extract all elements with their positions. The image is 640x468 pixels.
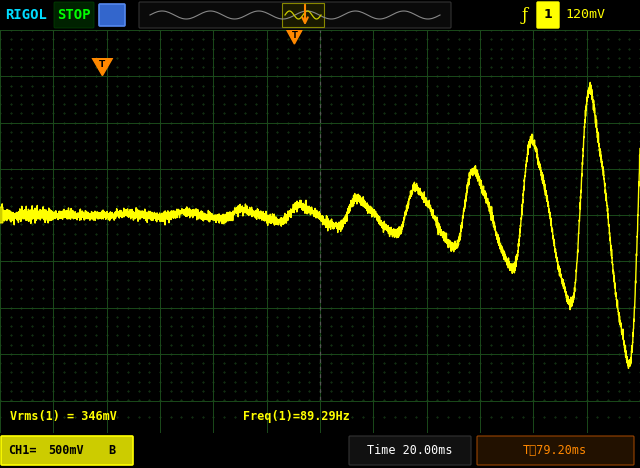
Polygon shape: [287, 30, 302, 44]
FancyBboxPatch shape: [1, 436, 133, 465]
FancyBboxPatch shape: [537, 2, 559, 28]
FancyBboxPatch shape: [477, 436, 634, 465]
Text: B: B: [108, 444, 115, 457]
Text: ƒ: ƒ: [522, 7, 528, 23]
Text: 120mV: 120mV: [565, 8, 605, 22]
Text: Vrms(1) = 346mV: Vrms(1) = 346mV: [10, 410, 117, 423]
Text: 500mV: 500mV: [48, 444, 84, 457]
Text: STOP: STOP: [57, 8, 91, 22]
Text: CH1=: CH1=: [8, 444, 36, 457]
FancyBboxPatch shape: [99, 4, 125, 26]
Text: 1: 1: [543, 8, 552, 22]
FancyBboxPatch shape: [282, 3, 324, 27]
Text: Freq(1)=89.29Hz: Freq(1)=89.29Hz: [243, 410, 350, 423]
Text: RIGOL: RIGOL: [5, 8, 47, 22]
Text: T➒79.20ms: T➒79.20ms: [523, 444, 587, 457]
Text: Time 20.00ms: Time 20.00ms: [367, 444, 452, 457]
FancyBboxPatch shape: [139, 2, 451, 28]
Polygon shape: [92, 58, 113, 76]
FancyBboxPatch shape: [54, 2, 94, 28]
FancyBboxPatch shape: [349, 436, 471, 465]
Text: T: T: [99, 59, 106, 69]
Text: T: T: [291, 30, 298, 39]
